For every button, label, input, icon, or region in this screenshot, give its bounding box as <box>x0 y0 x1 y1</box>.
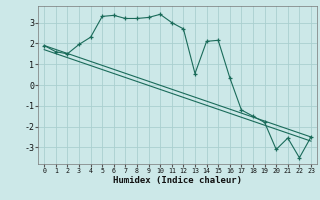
X-axis label: Humidex (Indice chaleur): Humidex (Indice chaleur) <box>113 176 242 185</box>
